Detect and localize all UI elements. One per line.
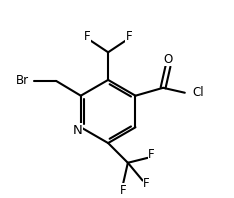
Text: N: N <box>73 124 83 137</box>
Text: Cl: Cl <box>193 86 204 99</box>
Text: F: F <box>84 30 91 43</box>
Text: O: O <box>163 53 173 66</box>
Text: Br: Br <box>16 74 29 87</box>
Text: F: F <box>143 177 150 190</box>
Text: F: F <box>148 148 155 161</box>
Text: F: F <box>120 184 126 197</box>
Text: F: F <box>125 30 132 43</box>
